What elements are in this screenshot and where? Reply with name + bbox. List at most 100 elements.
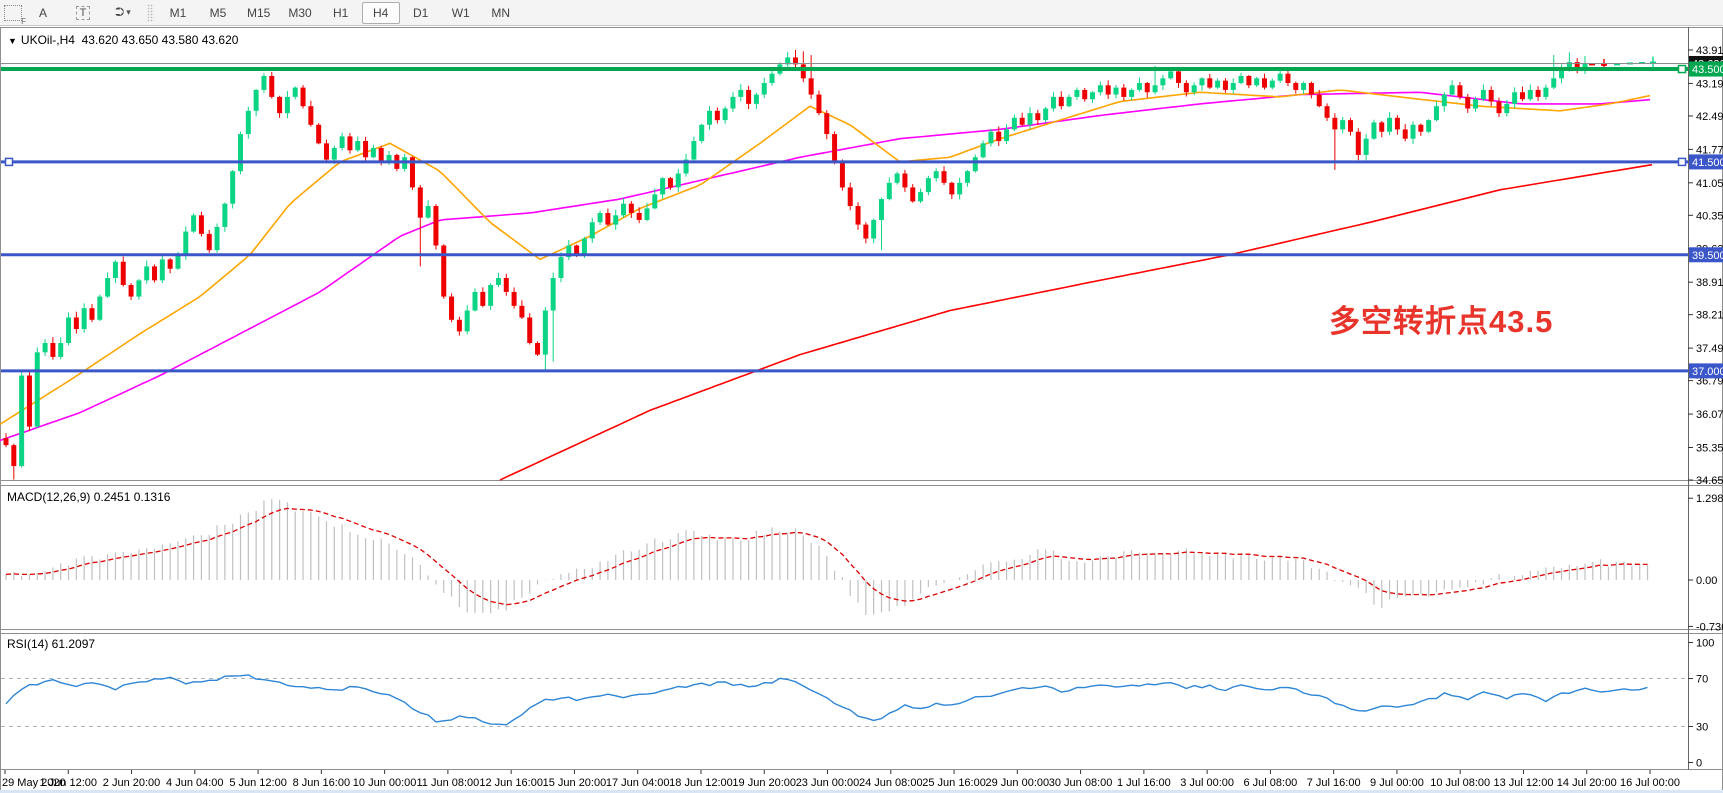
candle-body <box>222 203 228 227</box>
candle-body <box>628 203 634 213</box>
line-anchor-handle[interactable] <box>4 157 14 167</box>
text-tool-button[interactable]: T <box>64 2 102 24</box>
ma-slow-line <box>499 163 1653 481</box>
timeframe-button-MN[interactable]: MN <box>491 5 511 20</box>
price-tick-label: 42.490 <box>1696 111 1723 123</box>
candle-body <box>1347 120 1353 132</box>
price-tick-label: 34.650 <box>1696 475 1723 487</box>
candle-body <box>269 76 275 97</box>
text-label-tool-button[interactable]: A <box>38 5 47 20</box>
line-anchor-handle[interactable] <box>1677 157 1687 167</box>
date-label: 14 Jul 20:00 <box>1557 777 1617 789</box>
date-label: 5 Jun 12:00 <box>229 777 287 789</box>
candle-body <box>1512 92 1518 104</box>
candle-body <box>331 147 337 160</box>
candle-body <box>636 212 642 220</box>
candle-body <box>456 319 462 332</box>
candle-body <box>1066 96 1072 107</box>
candle-body <box>409 157 415 188</box>
candle-body <box>1238 76 1244 83</box>
candle-body <box>925 178 931 193</box>
candle-body <box>996 131 1002 142</box>
grid-f-icon[interactable] <box>4 4 26 26</box>
candle-body <box>292 87 298 97</box>
timeframe-button-H4[interactable]: H4 <box>361 1 400 24</box>
price-tick-label: 43.190 <box>1696 78 1723 90</box>
candle-body <box>527 317 533 344</box>
timeframe-button-M5[interactable]: M5 <box>209 5 227 20</box>
candle-body <box>511 291 517 306</box>
date-label: 1 Jun 12:00 <box>40 777 98 789</box>
candle-body <box>417 187 423 218</box>
price-badge-37.000 <box>1689 363 1723 379</box>
candle-body <box>3 438 9 446</box>
candle-body <box>1207 78 1213 88</box>
macd-histogram <box>5 499 1649 616</box>
candle-body <box>152 266 158 281</box>
candle-body <box>800 64 806 79</box>
candle-body <box>89 308 95 320</box>
candle-body <box>714 110 720 121</box>
candle-body <box>746 89 752 104</box>
chevron-down-icon[interactable]: ▾ <box>126 7 131 17</box>
candle-body <box>355 141 361 151</box>
date-label: 23 Jun 00:00 <box>796 777 860 789</box>
arrows-tool-button[interactable]: ⮊ ▾ <box>115 5 131 19</box>
candle-body <box>495 278 501 285</box>
panel-separator <box>0 633 1723 634</box>
candle-body <box>1074 89 1080 97</box>
ma-fast-line <box>0 89 1651 425</box>
rsi-line <box>5 674 1648 726</box>
candle-body <box>425 206 431 218</box>
candle-body <box>933 171 939 179</box>
price-tick-label: 40.350 <box>1696 210 1723 222</box>
candle-body <box>1457 85 1463 97</box>
candle-body <box>1449 85 1455 95</box>
candle-body <box>503 278 509 292</box>
candle-body <box>519 305 525 318</box>
candle-body <box>1363 138 1369 155</box>
macd-indicator-label: MACD(12,26,9) 0.2451 0.1316 <box>7 490 171 504</box>
candle-body <box>1004 129 1010 142</box>
candle-body <box>1535 89 1541 97</box>
timeframe-button-M30[interactable]: M30 <box>288 5 312 20</box>
toolbar-grip[interactable] <box>147 3 154 22</box>
candle-body <box>816 94 822 114</box>
candle-body <box>42 343 48 353</box>
price-tick-label: 38.210 <box>1696 310 1723 322</box>
candle-body <box>699 124 705 142</box>
candle-body <box>738 89 744 97</box>
macd-tick-label: 0.00 <box>1696 575 1717 587</box>
price-tick-label: 36.790 <box>1696 376 1723 388</box>
candle-body <box>159 259 165 281</box>
price-badge-label: 37.000 <box>1692 366 1723 378</box>
timeframe-button-H1[interactable]: H1 <box>333 5 349 20</box>
price-badge-label: 43.500 <box>1692 64 1723 76</box>
candle-body <box>19 375 25 467</box>
timeframe-button-D1[interactable]: D1 <box>413 5 429 20</box>
candle-body <box>1566 62 1572 70</box>
date-label: 3 Jul 00:00 <box>1180 777 1234 789</box>
candle-body <box>1082 89 1088 100</box>
timeframe-button-M1[interactable]: M1 <box>169 5 187 20</box>
candle-body <box>878 199 884 220</box>
candle-body <box>1551 78 1557 88</box>
chart-dropdown-icon[interactable]: ▼ <box>8 36 17 46</box>
candle-body <box>1277 73 1283 81</box>
line-anchor-handle[interactable] <box>1677 64 1687 74</box>
date-label: 12 Jun 16:00 <box>479 777 543 789</box>
price-tick-label: 43.910 <box>1696 45 1723 57</box>
candle-body <box>50 343 56 357</box>
price-badge-label: 39.500 <box>1692 250 1723 262</box>
candle-body <box>902 173 908 188</box>
candle-body <box>1519 92 1525 100</box>
candle-body <box>464 310 470 332</box>
timeframe-button-M15[interactable]: M15 <box>247 5 271 20</box>
candle-body <box>347 136 353 151</box>
chart-text-annotation[interactable]: 多空转折点43.5 <box>1329 304 1554 339</box>
candle-body <box>769 73 775 83</box>
date-label: 9 Jul 00:00 <box>1370 777 1424 789</box>
candle-body <box>73 317 79 330</box>
timeframe-button-W1[interactable]: W1 <box>451 5 470 20</box>
